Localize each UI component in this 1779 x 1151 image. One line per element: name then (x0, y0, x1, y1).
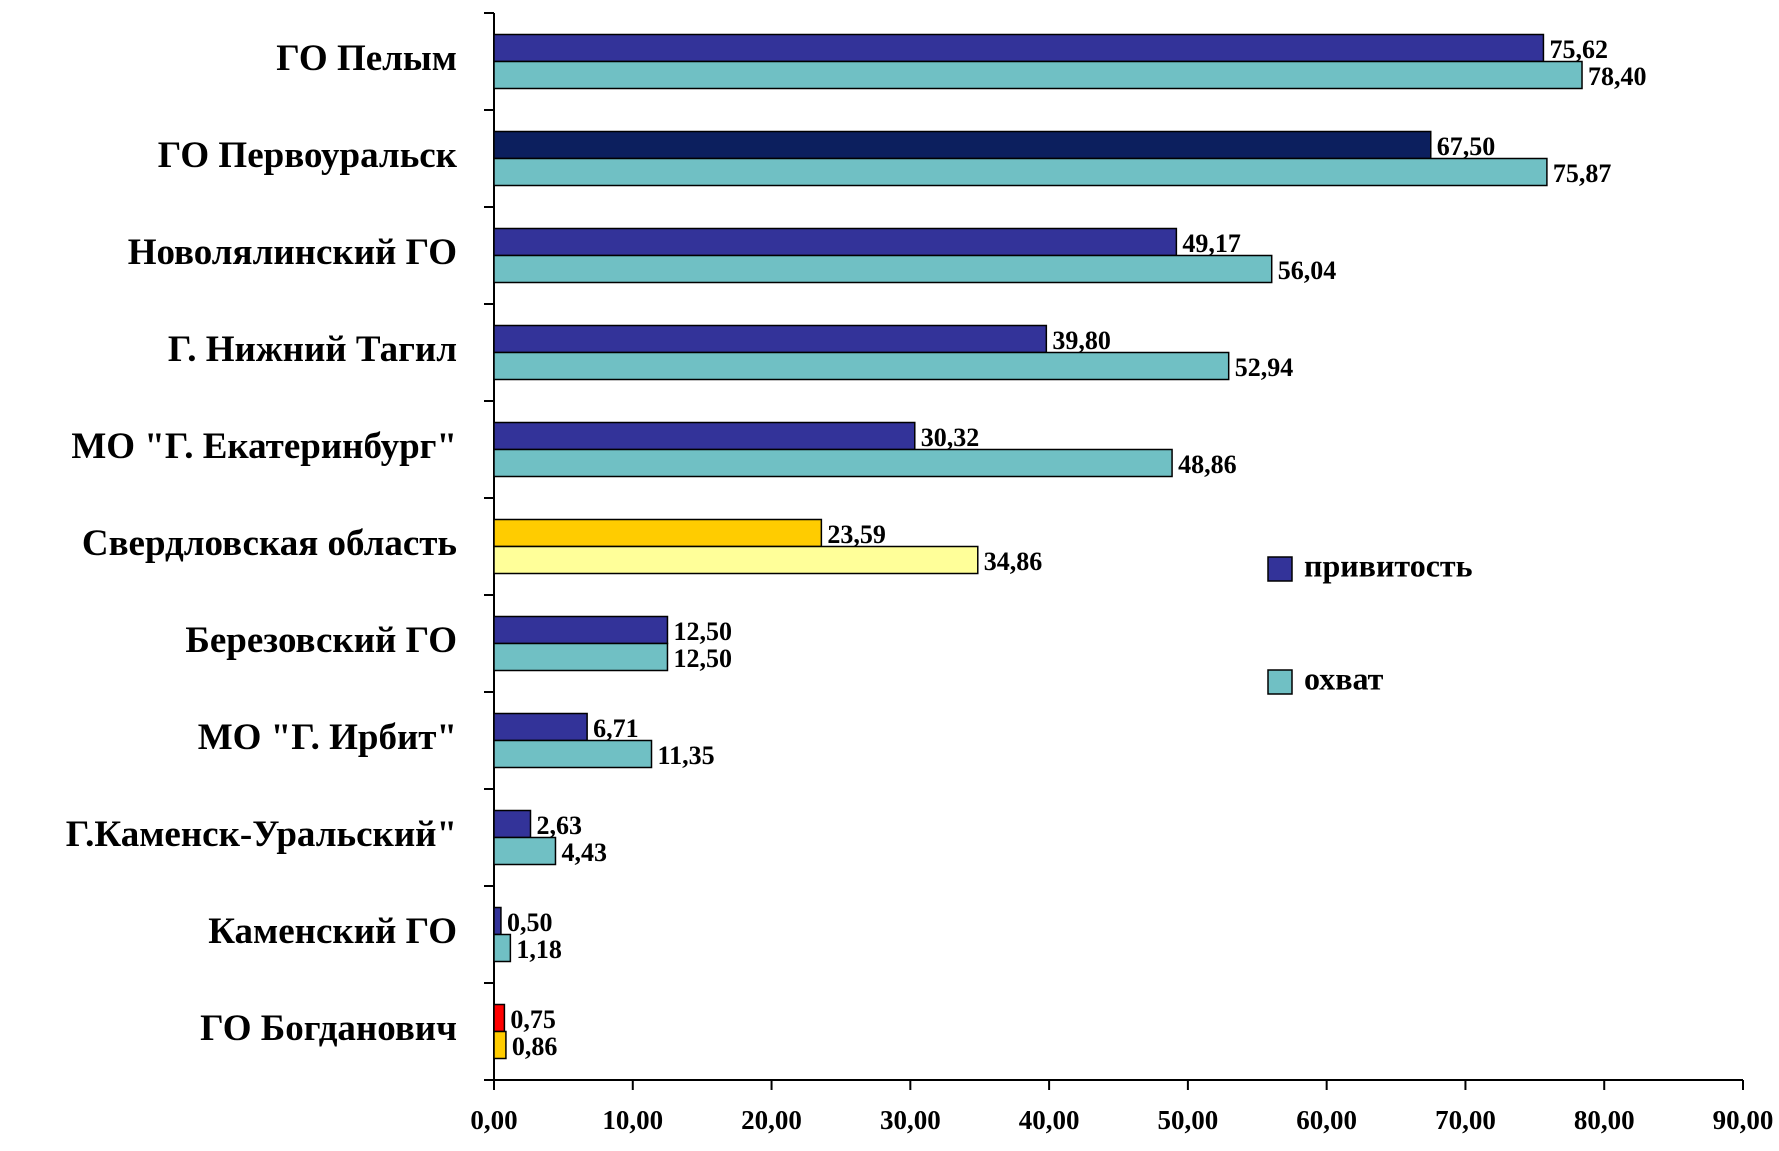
bar (493, 351, 1230, 381)
data-label: 0,86 (512, 1032, 558, 1061)
data-label: 56,04 (1278, 256, 1337, 285)
data-label: 12,50 (673, 644, 732, 673)
x-tick-label: 10,00 (602, 1105, 663, 1135)
bar (493, 1030, 507, 1060)
bar (493, 933, 512, 963)
x-tick-label: 40,00 (1019, 1105, 1080, 1135)
category-label: Свердловская область (82, 523, 457, 564)
bar (493, 1003, 506, 1033)
data-label: 0,50 (507, 908, 553, 937)
data-label: 78,40 (1588, 62, 1647, 91)
x-tick-label: 70,00 (1435, 1105, 1496, 1135)
x-tick-label: 60,00 (1296, 1105, 1357, 1135)
data-label: 11,35 (658, 741, 715, 770)
bar (493, 324, 1048, 354)
category-label: МО "Г. Екатеринбург" (71, 426, 457, 467)
bar (493, 906, 502, 936)
data-label: 1,18 (516, 935, 562, 964)
bar (493, 130, 1432, 160)
bar (493, 642, 669, 672)
data-label: 30,32 (921, 423, 980, 452)
category-label: ГО Пелым (276, 38, 457, 79)
bar (493, 227, 1178, 257)
category-label: Березовский ГО (185, 620, 457, 661)
data-label: 49,17 (1182, 229, 1241, 258)
data-label: 23,59 (827, 520, 886, 549)
category-label: ГО Богданович (200, 1008, 457, 1049)
data-label: 6,71 (593, 714, 639, 743)
data-label: 75,87 (1553, 159, 1612, 188)
data-label: 48,86 (1178, 450, 1237, 479)
x-tick-label: 90,00 (1713, 1105, 1774, 1135)
category-label: ГО Первоуральск (158, 135, 458, 176)
data-label: 2,63 (536, 811, 582, 840)
category-label: Г. Нижний Тагил (168, 329, 457, 370)
x-tick-label: 50,00 (1158, 1105, 1219, 1135)
data-label: 34,86 (984, 547, 1042, 576)
data-label: 39,80 (1052, 326, 1111, 355)
legend-label: привитость (1304, 547, 1473, 583)
legend-swatch (1267, 556, 1293, 582)
bar (493, 157, 1548, 187)
bar (493, 254, 1273, 284)
bar (493, 545, 979, 575)
legend-label: охват (1304, 660, 1384, 696)
data-label: 12,50 (673, 617, 732, 646)
data-label: 0,75 (510, 1005, 556, 1034)
data-label: 67,50 (1437, 132, 1496, 161)
bar (493, 615, 669, 645)
x-tick-label: 0,00 (470, 1105, 517, 1135)
bar (493, 60, 1583, 90)
x-tick-label: 30,00 (880, 1105, 941, 1135)
data-label: 75,62 (1549, 35, 1608, 64)
bar (493, 836, 557, 866)
bar (493, 518, 823, 548)
bar (493, 421, 916, 451)
x-tick-label: 20,00 (741, 1105, 802, 1135)
bar (493, 739, 653, 769)
data-label: 52,94 (1235, 353, 1294, 382)
bar (493, 809, 532, 839)
category-label: Каменский ГО (208, 911, 457, 952)
bar (493, 712, 588, 742)
x-tick-label: 80,00 (1574, 1105, 1635, 1135)
bar (493, 448, 1173, 478)
data-label: 4,43 (561, 838, 607, 867)
legend-swatch (1267, 669, 1293, 695)
category-label: Новолялинский ГО (128, 232, 457, 273)
category-label: МО "Г. Ирбит" (198, 717, 457, 758)
bar (493, 33, 1545, 63)
category-label: Г.Каменск-Уральский" (66, 814, 457, 855)
